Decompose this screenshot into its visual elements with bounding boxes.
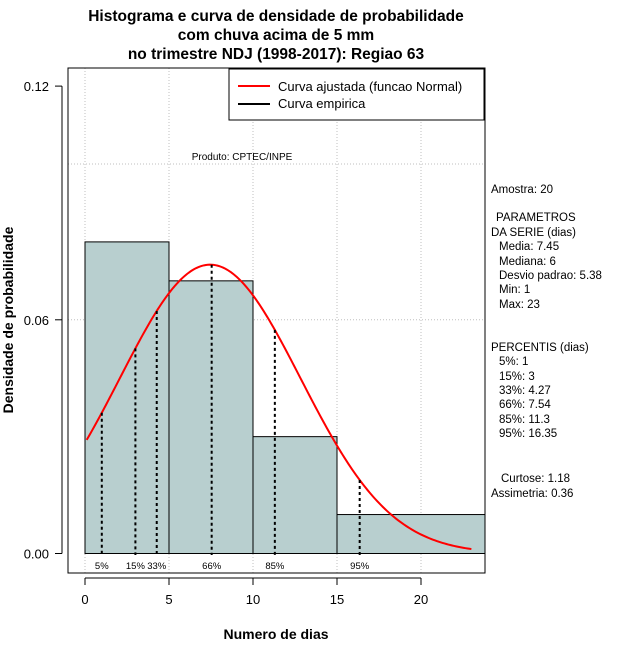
histogram-bar xyxy=(84,241,170,554)
stat-media: Media: 7.45 xyxy=(499,241,559,253)
plot-frame xyxy=(67,67,486,574)
x-tick-label: 5 xyxy=(165,592,172,607)
stat-p5: 5%: 1 xyxy=(499,356,528,368)
stat-curtose: Curtose: 1.18 xyxy=(501,473,570,485)
stat-param-header-1: PARAMETROS xyxy=(496,212,576,224)
x-axis-label: Numero de dias xyxy=(223,626,328,642)
legend-label-empirical: Curva empirica xyxy=(278,96,366,111)
stat-param-header-2: DA SERIE (dias) xyxy=(491,227,576,239)
stats-panel: Amostra: 20 PARAMETROS DA SERIE (dias) M… xyxy=(491,184,602,500)
legend-label-fitted: Curva ajustada (funcao Normal) xyxy=(278,79,462,94)
axis-layer: 0.00 0.06 0.12 0 5 10 15 20 xyxy=(24,79,429,607)
product-label: Produto: CPTEC/INPE xyxy=(192,152,293,163)
y-tick-label: 0.12 xyxy=(24,79,49,94)
percentile-layer: 5% 15% 33% 66% 85% 95% xyxy=(95,264,370,572)
x-tick-label: 15 xyxy=(330,592,344,607)
percentile-label: 33% xyxy=(147,561,167,572)
percentile-label: 95% xyxy=(350,561,370,572)
chart-title-line-2: com chuva acima de 5 mm xyxy=(178,27,374,44)
percentile-label: 66% xyxy=(202,561,222,572)
legend: Curva ajustada (funcao Normal) Curva emp… xyxy=(228,68,485,121)
stat-max: Max: 23 xyxy=(499,299,540,311)
stat-desvio: Desvio padrao: 5.38 xyxy=(499,270,602,282)
histogram-bar xyxy=(252,436,338,554)
legend-box xyxy=(228,68,485,121)
y-tick-label: 0.06 xyxy=(24,313,49,328)
stat-p15: 15%: 3 xyxy=(499,371,535,383)
curve-layer xyxy=(85,263,472,551)
y-axis-label: Densidade de probabilidade xyxy=(0,226,16,413)
percentile-label: 15% xyxy=(126,561,146,572)
x-tick-label: 20 xyxy=(414,592,428,607)
y-tick-label: 0.00 xyxy=(24,547,49,562)
x-tick-label: 10 xyxy=(246,592,260,607)
stat-amostra: Amostra: 20 xyxy=(491,184,553,196)
bars-layer xyxy=(84,241,486,554)
stat-min: Min: 1 xyxy=(499,284,530,296)
stat-p33: 33%: 4.27 xyxy=(499,385,551,397)
stat-percentis-header: PERCENTIS (dias) xyxy=(491,342,589,354)
stat-mediana: Mediana: 6 xyxy=(499,256,556,268)
stat-assimetria: Assimetria: 0.36 xyxy=(491,488,573,500)
chart-title-line-3: no trimestre NDJ (1998-2017): Regiao 63 xyxy=(128,46,425,63)
x-tick-label: 0 xyxy=(81,592,88,607)
normal-fit-curve xyxy=(85,263,472,551)
chart-title-line-1: Histograma e curva de densidade de proba… xyxy=(88,8,464,25)
stat-p95: 95%: 16.35 xyxy=(499,428,557,440)
stat-p66: 66%: 7.54 xyxy=(499,399,551,411)
percentile-label: 5% xyxy=(95,561,109,572)
percentile-label: 85% xyxy=(265,561,285,572)
stat-p85: 85%: 11.3 xyxy=(499,414,550,426)
histogram-bar xyxy=(336,514,486,554)
